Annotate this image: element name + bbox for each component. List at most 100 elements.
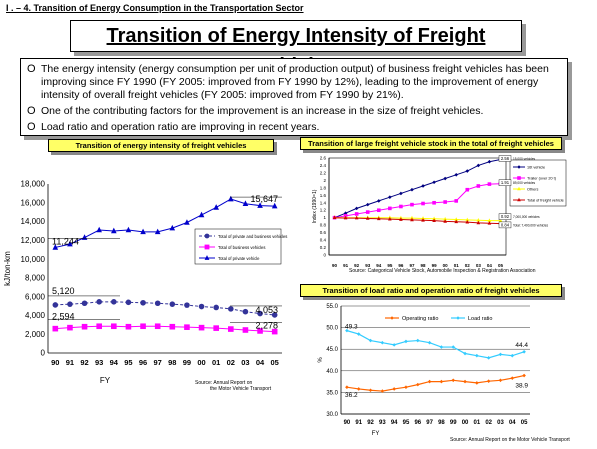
x-tick-label: 97 — [154, 358, 162, 367]
end-label-box — [498, 221, 512, 229]
data-point — [111, 323, 117, 330]
x-tick-label: 90 — [332, 263, 338, 268]
data-point — [96, 299, 102, 305]
data-label: 5,120 — [52, 286, 75, 296]
series-line — [334, 183, 501, 219]
y-axis-label: Index (1990=1) — [312, 189, 318, 223]
end-label: 2.56 — [501, 156, 510, 161]
x-tick-label: 91 — [343, 263, 349, 268]
bullet-text: The energy intensity (energy consumption… — [41, 63, 549, 101]
y-tick-label: 0 — [323, 253, 326, 258]
data-point — [465, 187, 470, 192]
data-point — [125, 323, 132, 330]
plot-frame — [328, 157, 507, 256]
series-line — [55, 198, 275, 248]
x-tick-label: 92 — [80, 358, 88, 367]
x-tick-label: 94 — [391, 420, 398, 426]
data-point — [368, 388, 373, 393]
data-point — [184, 219, 190, 225]
x-tick-label: 02 — [485, 420, 492, 426]
x-tick-label: 01 — [474, 420, 481, 426]
legend-marker — [517, 186, 521, 191]
bullet-mark: O — [27, 63, 36, 75]
data-point — [476, 184, 481, 188]
x-tick-label: 90 — [51, 358, 59, 367]
legend-entry: Load ratio — [468, 316, 492, 322]
end-note: 7,000,000 vehicles — [513, 215, 540, 219]
x-axis-label: FY — [100, 376, 111, 385]
data-point — [140, 228, 146, 235]
y-tick-label: 55.0 — [326, 304, 338, 310]
y-tick-label: 0 — [41, 349, 46, 358]
end-label: 0.84 — [501, 222, 510, 227]
data-point — [522, 373, 526, 378]
x-tick-label: 94 — [110, 358, 119, 367]
data-point — [410, 217, 414, 222]
data-point — [427, 340, 432, 345]
x-tick-label: 95 — [403, 420, 410, 426]
data-point — [125, 299, 132, 306]
x-tick-label: 00 — [462, 420, 469, 426]
page-title: Transition of Energy Intensity of Freigh… — [70, 20, 522, 77]
legend-entry: Total of private vehicle — [218, 256, 260, 261]
data-point — [213, 304, 219, 311]
data-point — [399, 217, 403, 221]
legend-marker — [456, 316, 460, 320]
x-tick-label: 00 — [197, 358, 205, 367]
data-point — [399, 191, 403, 196]
data-point — [410, 202, 414, 207]
data-point — [343, 211, 348, 216]
data-point — [415, 338, 420, 343]
x-tick-label: 93 — [95, 358, 103, 367]
data-point — [486, 356, 491, 360]
x-tick-label: 96 — [398, 263, 404, 268]
data-point — [356, 387, 361, 391]
data-point — [345, 385, 349, 390]
data-label: 36.2 — [345, 392, 358, 399]
data-point — [154, 228, 161, 235]
y-tick-label: 40.0 — [326, 369, 338, 375]
y-tick-label: 50.0 — [326, 326, 338, 332]
data-point — [421, 201, 425, 206]
data-point — [52, 302, 59, 308]
data-point — [454, 219, 459, 224]
x-tick-label: 05 — [271, 358, 279, 367]
data-label: 38.9 — [515, 383, 528, 390]
x-tick-label: 00 — [443, 263, 449, 268]
data-point — [410, 215, 414, 220]
data-point — [443, 200, 447, 204]
data-label: 4,053 — [255, 305, 278, 315]
data-label: 2,594 — [52, 312, 75, 322]
data-point — [421, 184, 425, 188]
data-point — [392, 343, 396, 347]
y-tick-label: 2 — [323, 178, 326, 183]
x-tick-label: 05 — [521, 420, 528, 426]
data-point — [228, 195, 234, 202]
y-tick-label: 18,000 — [21, 180, 46, 189]
y-tick-label: 0.2 — [320, 245, 327, 250]
series-line — [346, 374, 525, 392]
y-tick-label: 2.2 — [320, 170, 327, 175]
x-tick-label: 04 — [487, 263, 493, 268]
data-point — [388, 206, 392, 211]
chart1-title: Transition of energy intensity of freigh… — [48, 139, 274, 152]
x-tick-label: 90 — [344, 420, 351, 426]
data-point — [465, 169, 470, 173]
legend-marker — [517, 197, 521, 202]
x-tick-label: 97 — [409, 263, 415, 268]
series-line — [334, 159, 501, 219]
section-title: I . – 4. Transition of Energy Consumptio… — [6, 3, 304, 13]
legend-marker — [204, 244, 210, 250]
data-point — [388, 195, 392, 199]
data-point — [228, 306, 234, 312]
end-label: 1.91 — [501, 180, 510, 185]
data-point — [81, 300, 88, 307]
data-point — [465, 217, 470, 222]
data-point — [432, 180, 436, 185]
data-point — [465, 219, 470, 224]
y-tick-label: 45.0 — [326, 347, 338, 353]
data-point — [52, 244, 59, 250]
data-point — [399, 204, 403, 209]
data-point — [198, 324, 205, 331]
